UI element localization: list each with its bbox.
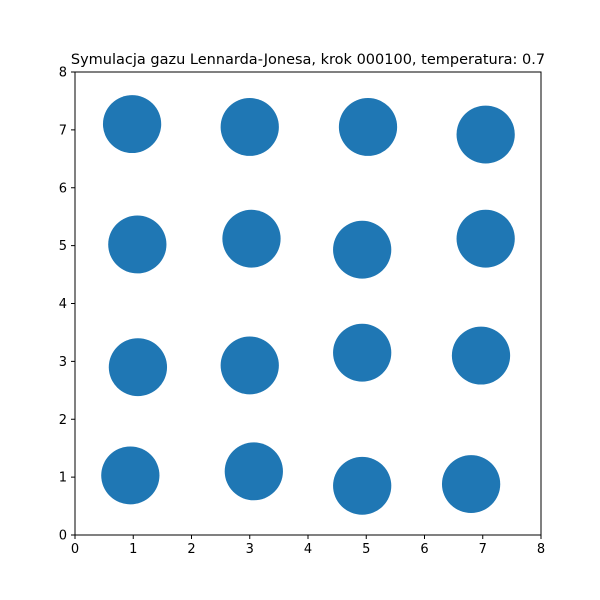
x-tick-label: 8 (537, 542, 545, 557)
x-tick-label: 4 (304, 542, 312, 557)
particle-point-6 (222, 209, 281, 268)
particle-point-2 (220, 98, 279, 156)
y-tick-label: 1 (59, 471, 67, 486)
particle-point-15 (333, 456, 392, 515)
x-tick-label: 3 (246, 542, 254, 557)
y-tick-label: 5 (59, 239, 67, 254)
particle-point-11 (333, 323, 392, 382)
x-tick-label: 2 (187, 542, 195, 557)
particle-point-5 (108, 215, 167, 274)
particle-point-1 (102, 95, 162, 154)
x-tick-label: 0 (71, 542, 79, 557)
particle-point-13 (101, 446, 160, 505)
x-tick-label: 5 (362, 542, 370, 557)
particle-point-12 (451, 326, 511, 385)
particle-point-3 (338, 98, 398, 156)
particle-point-8 (456, 209, 515, 268)
y-tick-label: 6 (59, 181, 67, 196)
y-tick-label: 2 (59, 413, 67, 428)
data-points (101, 95, 515, 515)
particle-point-14 (224, 442, 283, 501)
particle-point-10 (220, 336, 279, 395)
x-tick-label: 6 (420, 542, 428, 557)
particle-point-9 (108, 338, 168, 397)
y-tick-label: 8 (59, 66, 67, 81)
y-tick-label: 0 (59, 529, 67, 544)
x-tick-label: 7 (479, 542, 487, 557)
particle-point-4 (456, 105, 515, 164)
particle-point-16 (441, 455, 501, 514)
axes: 0 1 2 3 4 5 6 7 8 0 1 2 3 4 5 6 7 8 (59, 66, 545, 558)
x-tick-label: 1 (129, 542, 137, 557)
y-tick-label: 4 (59, 297, 67, 312)
chart-title: Symulacja gazu Lennarda-Jonesa, krok 000… (71, 52, 545, 68)
y-tick-label: 3 (59, 355, 67, 370)
y-tick-label: 7 (59, 123, 67, 138)
particle-point-7 (333, 220, 392, 279)
